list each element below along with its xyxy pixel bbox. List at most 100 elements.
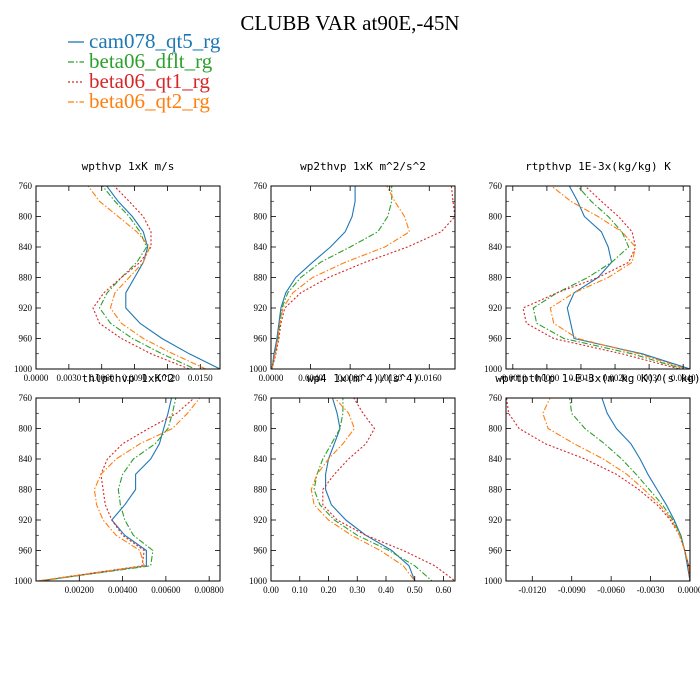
x-tick-label: 0.0030 [637, 373, 662, 383]
x-tick-label: -0.0090 [558, 585, 586, 595]
x-tick-label: 0.10 [292, 585, 308, 595]
legend-entry: cam078_qt5_rg [68, 29, 221, 53]
x-tick-label: -0.0060 [597, 585, 625, 595]
series-group [271, 186, 455, 369]
series-line [322, 398, 455, 581]
chart-panel: rtpthvp 1E-3x(kg/kg) K 760 800 840 880 920 960… [484, 160, 696, 383]
series-group [38, 398, 201, 581]
x-tick-label: 0.00600 [151, 585, 181, 595]
series-line [271, 186, 411, 369]
panel-title: wp2thvp 1xK m^2/s^2 [300, 160, 426, 173]
legend-entry: beta06_dflt_rg [68, 49, 213, 73]
x-tick-label: 0.40 [378, 585, 394, 595]
y-tick-label: 1000 [484, 576, 503, 586]
panel-title: rtpthvp 1E-3x(kg/kg) K [525, 160, 671, 173]
figure-title: CLUBB VAR at90E,-45N [240, 11, 459, 35]
y-tick-label: 760 [19, 181, 33, 191]
y-tick-label: 960 [254, 546, 268, 556]
series-group [310, 398, 455, 581]
series-line [271, 186, 393, 369]
x-tick-label: 0.0000 [259, 373, 284, 383]
x-tick-label: 0.0020 [603, 373, 628, 383]
y-tick-label: 880 [489, 485, 503, 495]
series-line [506, 398, 690, 581]
y-tick-label: 800 [19, 424, 33, 434]
series-line [310, 398, 416, 581]
series-line [40, 398, 173, 581]
x-tick-label: 0.00200 [65, 585, 95, 595]
x-tick-label: 0.0080 [338, 373, 363, 383]
series-line [569, 398, 690, 581]
y-tick-label: 840 [19, 242, 33, 252]
series-group [87, 186, 220, 369]
series-line [106, 186, 220, 369]
chart-panel: thlpthvp 1xK^2 760 800 840 880 920 960 1000 0.00… [14, 372, 224, 595]
legend-label: beta06_qt1_rg [89, 69, 210, 93]
series-line [542, 398, 690, 581]
chart-panel: wprtpthlp 1-E-3x(m kg K)/(s kg) 760 800 840… [484, 372, 700, 595]
series-line [522, 186, 680, 369]
x-tick-label: 0.00400 [108, 585, 138, 595]
y-tick-label: 920 [254, 303, 268, 313]
series-line [38, 398, 177, 581]
y-tick-label: 840 [254, 242, 268, 252]
y-tick-label: 1000 [249, 364, 268, 374]
y-tick-label: 800 [489, 424, 503, 434]
y-tick-label: 800 [489, 212, 503, 222]
y-tick-label: 920 [19, 303, 33, 313]
chart-panel: wp4 1x(m^4)/(s^4)76080084088092096010000… [249, 372, 456, 595]
series-line [38, 398, 195, 581]
series-line [271, 186, 356, 369]
y-tick-label: 840 [19, 454, 33, 464]
series-line [532, 186, 684, 369]
y-tick-label: 920 [489, 303, 503, 313]
series-group [506, 398, 690, 581]
x-tick-label: 0.20 [321, 585, 337, 595]
y-tick-label: 800 [254, 212, 268, 222]
legend-label: beta06_dflt_rg [89, 49, 213, 73]
x-tick-label: 0.0030 [56, 373, 81, 383]
legend-entry: beta06_qt1_rg [68, 69, 210, 93]
y-tick-label: 960 [489, 546, 503, 556]
y-tick-label: 920 [254, 515, 268, 525]
series-line [313, 398, 433, 581]
legend-entry: beta06_qt2_rg [68, 89, 210, 113]
x-tick-label: 0.60 [436, 585, 452, 595]
x-tick-label: 0.0120 [377, 373, 402, 383]
chart-panel: wpthvp 1xK m/s76080084088092096010000.00… [14, 160, 221, 383]
x-tick-label: 0.0160 [417, 373, 442, 383]
chart-panel: wp2thvp 1xK m^2/s^2 760 800 840 880 920 960 100… [249, 160, 456, 383]
panel-title: wpthvp 1xK m/s [82, 160, 175, 173]
y-tick-label: 760 [489, 181, 503, 191]
y-tick-label: 880 [19, 273, 33, 283]
panel-title: wprtpthlp 1-E-3x(m kg K)/(s kg) [495, 372, 700, 385]
y-tick-label: 800 [19, 212, 33, 222]
series-group [522, 186, 690, 369]
x-tick-label: 0.0010 [569, 373, 594, 383]
series-line [98, 186, 196, 369]
y-tick-label: 840 [254, 454, 268, 464]
x-tick-label: 0.0040 [298, 373, 323, 383]
x-tick-label: 0.0000 [535, 373, 560, 383]
x-tick-label: 0.0000 [678, 585, 700, 595]
y-tick-label: 760 [254, 393, 268, 403]
y-tick-label: 960 [254, 334, 268, 344]
y-tick-label: 960 [489, 334, 503, 344]
y-tick-label: 760 [489, 393, 503, 403]
y-tick-label: 880 [19, 485, 33, 495]
y-tick-label: 1000 [249, 576, 268, 586]
panels: wpthvp 1xK m/s76080084088092096010000.00… [14, 160, 700, 595]
x-tick-label: 0.0040 [671, 373, 696, 383]
legend-label: cam078_qt5_rg [89, 29, 221, 53]
y-tick-label: 840 [489, 454, 503, 464]
x-tick-label: 0.00 [263, 585, 279, 595]
series-line [271, 186, 455, 369]
panel-title: thlpthvp 1xK^2 [82, 372, 175, 385]
series-line [549, 186, 687, 369]
y-tick-label: 920 [19, 515, 33, 525]
x-tick-label: 0.0120 [155, 373, 180, 383]
y-tick-label: 760 [19, 393, 33, 403]
x-tick-label: 0.00800 [195, 585, 225, 595]
